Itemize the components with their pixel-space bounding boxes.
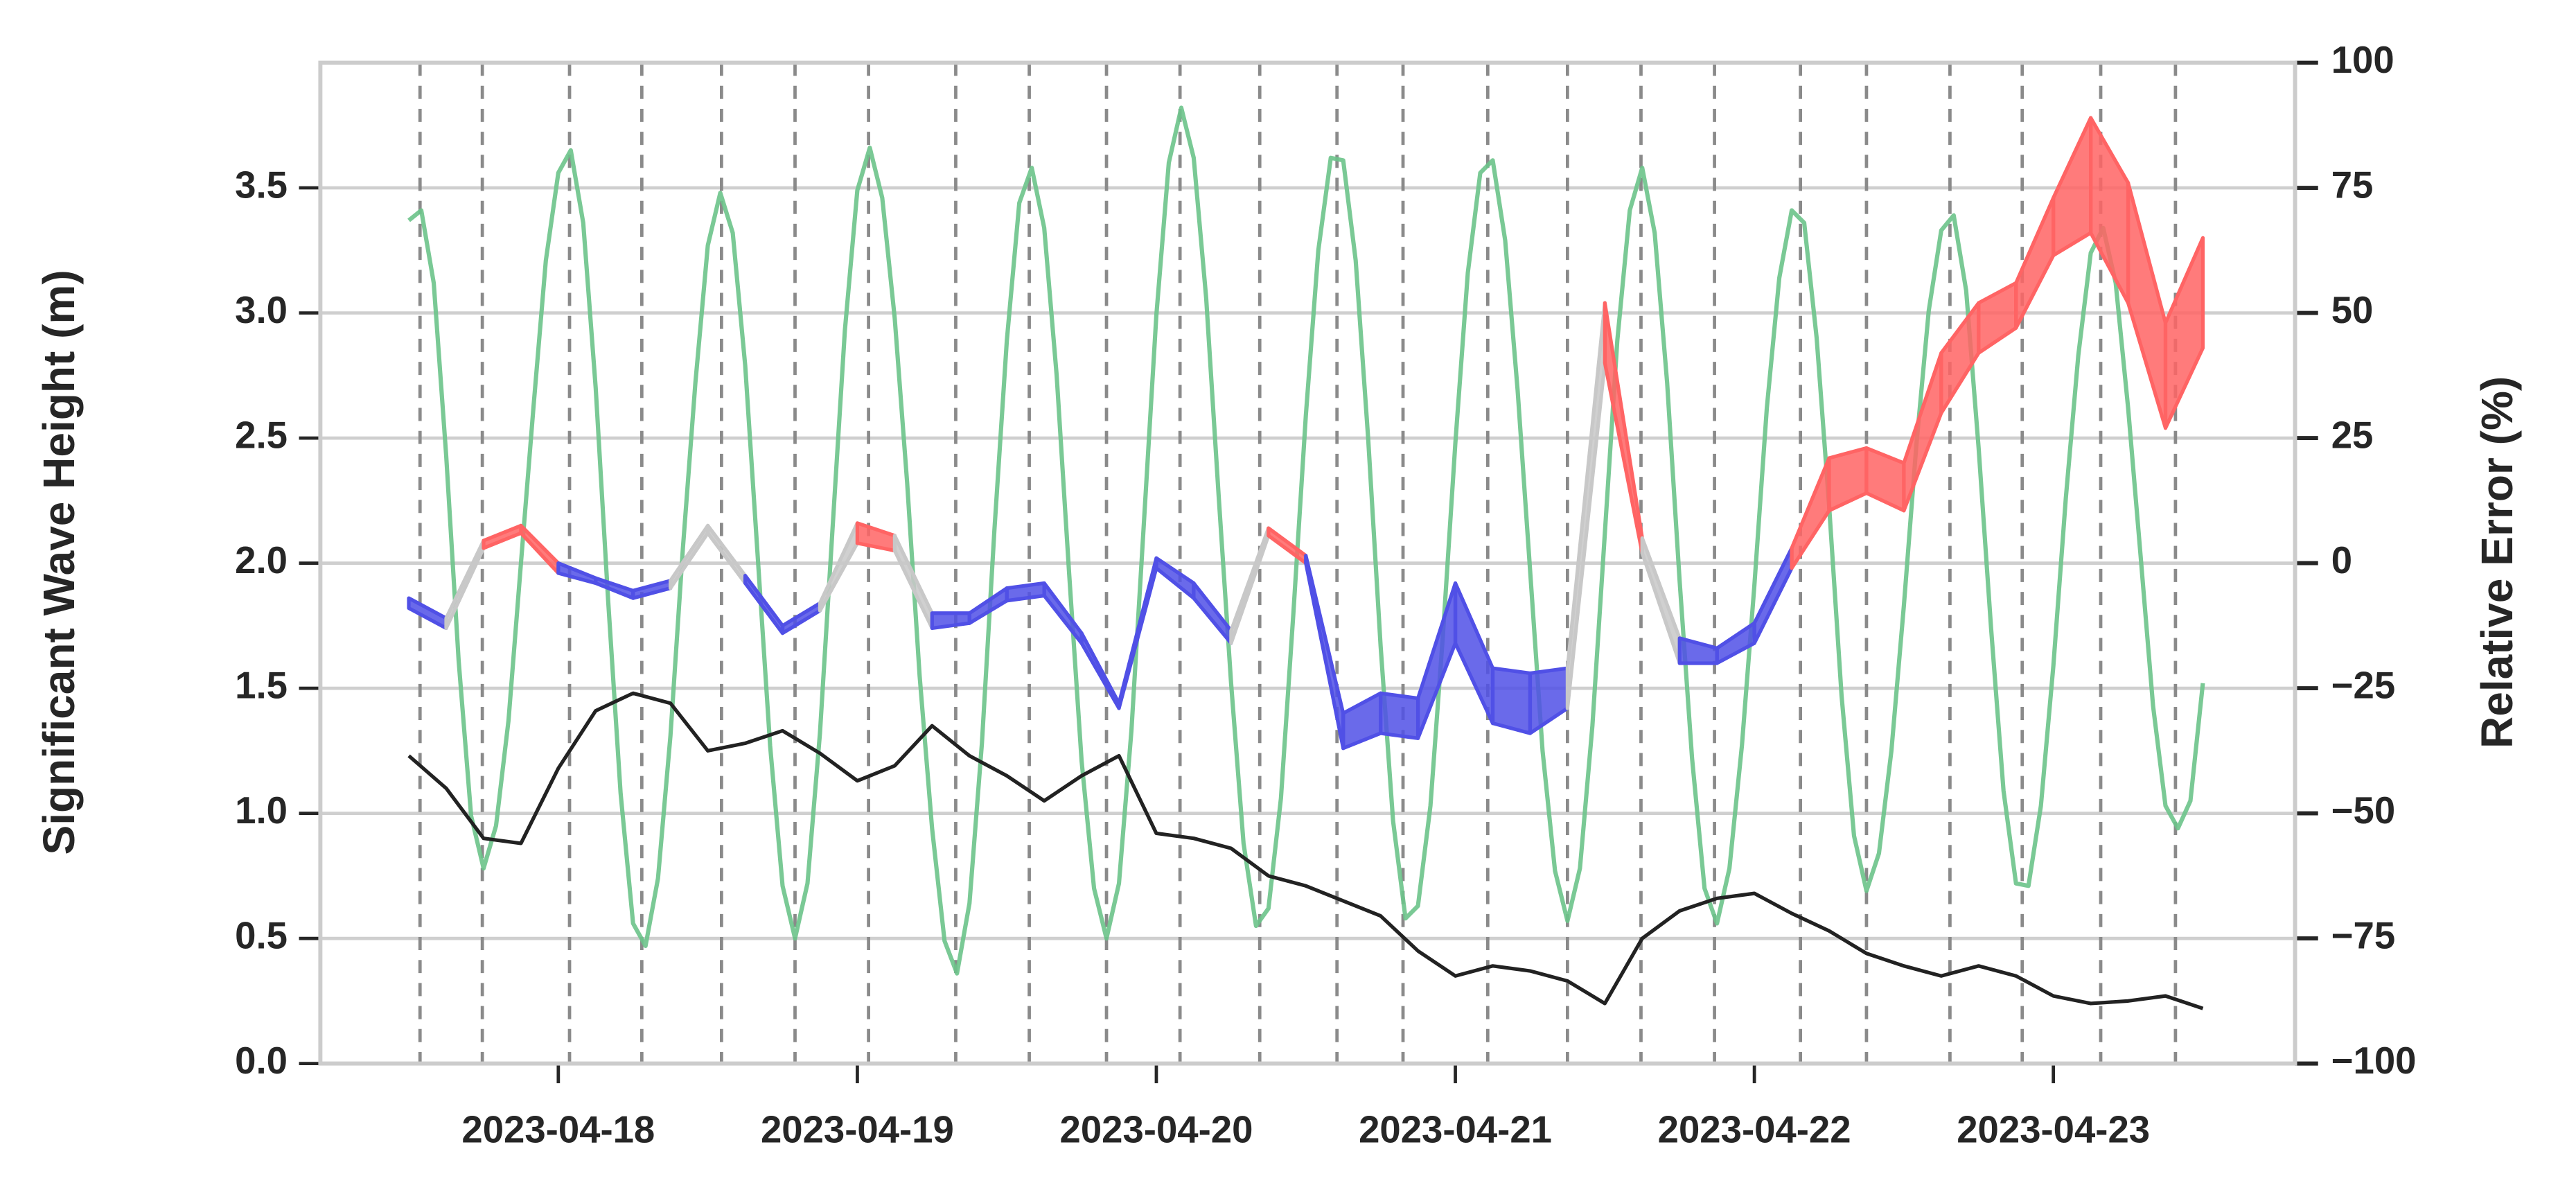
error-band-segment xyxy=(1528,666,1569,735)
x-tick-label: 2023-04-21 xyxy=(1359,1109,1552,1151)
y2-tick-label: 100 xyxy=(2331,39,2394,81)
error-band-segment xyxy=(2089,116,2131,305)
error-band-segment xyxy=(818,521,860,613)
error-band-segment xyxy=(930,611,971,631)
error-band-segment xyxy=(1117,556,1158,710)
x-tick-label: 2023-04-22 xyxy=(1658,1109,1851,1151)
error-band-segment xyxy=(2163,236,2205,430)
error-band-segment xyxy=(519,523,561,575)
error-band-segment xyxy=(1379,691,1420,740)
error-band-segment xyxy=(1864,446,1906,513)
y2-axis-label: Relative Error (%) xyxy=(2472,376,2522,748)
error-band-segment xyxy=(2014,195,2056,330)
error-band-segment xyxy=(1790,456,1831,570)
y-axis-label: Significant Wave Height (m) xyxy=(34,270,84,854)
error-band-segment xyxy=(1490,666,1533,735)
error-band-segment xyxy=(1977,281,2018,355)
x-tick-label: 2023-04-23 xyxy=(1957,1109,2150,1151)
error-band-segment xyxy=(1640,536,1682,665)
y2-tick-label: −100 xyxy=(2331,1040,2417,1082)
x-tick-label: 2023-04-19 xyxy=(761,1109,954,1151)
x-tick-label: 2023-04-18 xyxy=(461,1109,655,1151)
data-line xyxy=(407,105,2205,976)
error-band-segment xyxy=(594,576,635,600)
y2-tick-label: 50 xyxy=(2331,289,2374,331)
error-band-segment xyxy=(1341,691,1383,751)
y-tick-label: 0.5 xyxy=(235,914,288,956)
plot-frame xyxy=(318,60,2297,1066)
error-band-segment xyxy=(780,601,822,636)
data-line xyxy=(407,691,2204,1010)
error-band-segment xyxy=(1229,526,1271,645)
error-band-segment xyxy=(1827,446,1869,513)
y2-tick-label: 0 xyxy=(2331,539,2352,581)
y2-tick-label: −75 xyxy=(2331,914,2395,956)
y-tick-label: 0.0 xyxy=(235,1040,288,1082)
y2-tick-label: 25 xyxy=(2331,414,2374,456)
y-tick-label: 1.0 xyxy=(235,789,288,832)
error-band-segment xyxy=(1005,581,1046,603)
error-band-segment xyxy=(407,596,448,631)
y-tick-label: 3.0 xyxy=(235,289,288,331)
error-band-segment xyxy=(1079,631,1121,710)
y2-tick-label: −50 xyxy=(2331,789,2395,832)
error-band-segment xyxy=(631,579,673,600)
error-band-segment xyxy=(2052,116,2093,258)
error-band-segment xyxy=(482,523,523,550)
y2-tick-label: −25 xyxy=(2331,664,2395,706)
y-tick-label: 3.5 xyxy=(235,164,288,206)
error-band-segment xyxy=(1304,554,1346,751)
y-tick-label: 1.5 xyxy=(235,664,288,706)
error-band-segment xyxy=(669,523,710,590)
error-band-segment xyxy=(1677,636,1719,665)
error-band-segment xyxy=(556,561,598,586)
y-tick-label: 2.5 xyxy=(235,414,288,456)
y2-tick-label: 75 xyxy=(2331,164,2374,206)
y-tick-label: 2.0 xyxy=(235,539,288,581)
error-band-segment xyxy=(2126,181,2168,430)
error-band-segment xyxy=(706,523,748,586)
x-tick-label: 2023-04-20 xyxy=(1060,1109,1253,1151)
error-band-segment xyxy=(1042,581,1084,645)
error-band-segment xyxy=(855,521,897,553)
